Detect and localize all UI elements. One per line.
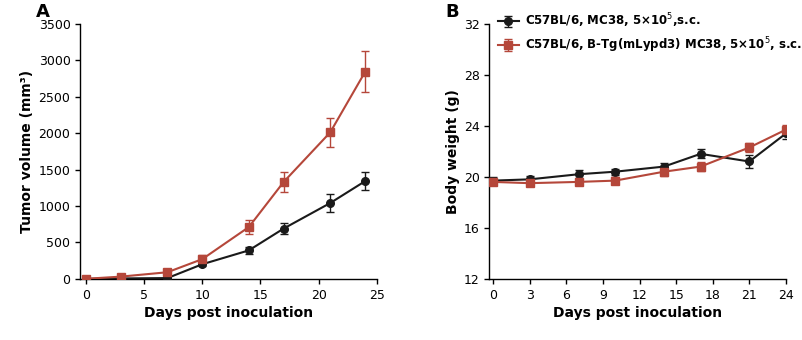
- Text: A: A: [36, 3, 50, 21]
- Legend: C57BL/6, MC38, 5×10$^5$,s.c., C57BL/6, B-Tg(mLypd3) MC38, 5×10$^5$, s.c.: C57BL/6, MC38, 5×10$^5$,s.c., C57BL/6, B…: [496, 9, 802, 57]
- Text: B: B: [445, 3, 459, 21]
- X-axis label: Days post inoculation: Days post inoculation: [144, 306, 313, 320]
- Y-axis label: Body weight (g): Body weight (g): [446, 89, 460, 214]
- Y-axis label: Tumor volume (mm³): Tumor volume (mm³): [20, 70, 34, 233]
- X-axis label: Days post inoculation: Days post inoculation: [553, 306, 723, 320]
